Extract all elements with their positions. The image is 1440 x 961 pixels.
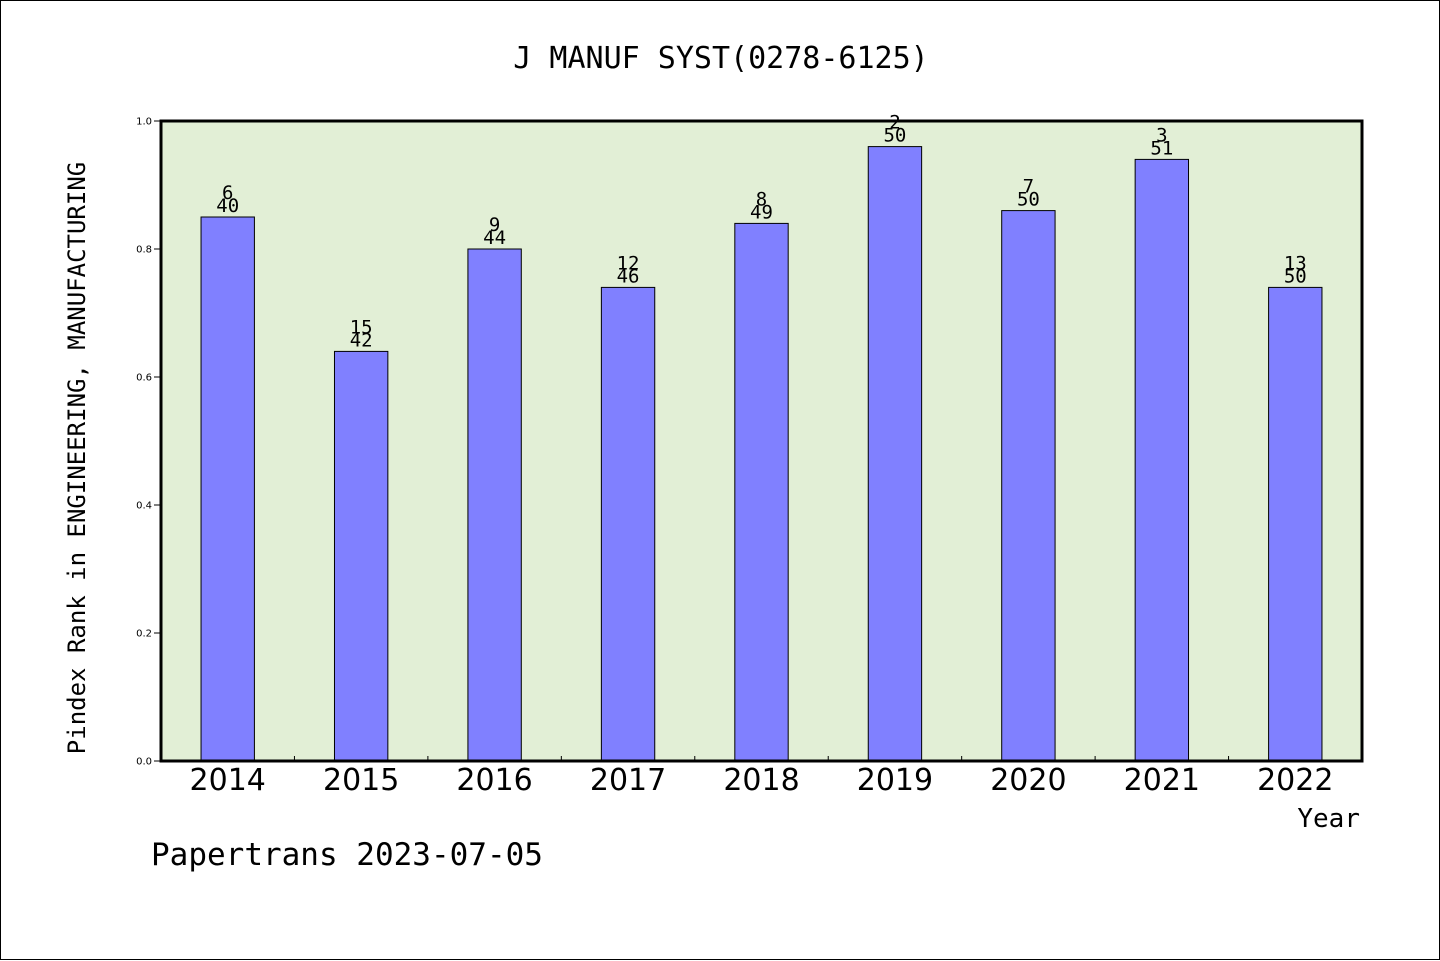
rank-label-2017: 12 xyxy=(617,252,640,274)
x-tick-label-2019: 2019 xyxy=(857,763,933,798)
y-tick-label: 0.4 xyxy=(136,501,152,512)
x-tick-label-2017: 2017 xyxy=(590,763,666,798)
plot-border xyxy=(159,119,1364,763)
chart-title: J MANUF SYST(0278-6125) xyxy=(513,41,928,76)
bar-2019 xyxy=(867,146,923,762)
bar-2021 xyxy=(1134,158,1190,762)
bar-2022 xyxy=(1268,286,1323,762)
x-tick-label-2015: 2015 xyxy=(323,763,399,798)
y-axis: 0.0 0.2 0.4 0.6 0.8 1.0 xyxy=(136,117,161,768)
y-tick-label: 0.2 xyxy=(136,629,152,640)
x-axis: 2014 2015 2016 2017 2018 2019 2020 2021 2022 xyxy=(190,756,1333,798)
x-tick-label-2020: 2020 xyxy=(990,763,1066,798)
y-tick-label: 1.0 xyxy=(136,117,152,128)
rank-label-2019: 2 xyxy=(889,112,900,134)
rank-label-2020: 7 xyxy=(1023,176,1034,198)
bar-2018 xyxy=(734,222,789,762)
total-label-2018: 49 xyxy=(750,201,773,223)
x-tick-label-2018: 2018 xyxy=(723,763,799,798)
rank-label-2014: 6 xyxy=(222,182,233,204)
x-tick-label-2016: 2016 xyxy=(456,763,532,798)
total-label-2021: 51 xyxy=(1150,137,1173,159)
total-label-2015: 42 xyxy=(350,329,373,351)
bar-2015 xyxy=(333,350,389,762)
total-label-2022: 50 xyxy=(1284,265,1307,287)
total-label-2019: 50 xyxy=(883,125,906,147)
bars-layer xyxy=(200,146,1323,762)
total-label-2017: 46 xyxy=(617,265,640,287)
rank-label-2022: 13 xyxy=(1284,252,1307,274)
x-tick-label-2021: 2021 xyxy=(1124,763,1200,798)
y-tick-label: 0.8 xyxy=(136,245,152,256)
rank-label-2021: 3 xyxy=(1156,124,1167,146)
bar-2016 xyxy=(467,248,522,762)
y-tick-label: 0.0 xyxy=(136,757,152,768)
x-tick-label-2014: 2014 xyxy=(190,763,266,798)
bar-2020 xyxy=(1001,210,1056,762)
total-label-2014: 40 xyxy=(216,195,239,217)
total-label-2016: 44 xyxy=(483,227,506,249)
y-tick-label: 0.6 xyxy=(136,373,152,384)
bar-2014 xyxy=(200,216,255,762)
bar-2017 xyxy=(600,286,656,762)
rank-label-2015: 15 xyxy=(350,316,373,338)
x-tick-label-2022: 2022 xyxy=(1257,763,1333,798)
total-label-2020: 50 xyxy=(1017,189,1040,211)
x-axis-label: Year xyxy=(1297,804,1360,834)
rank-label-2016: 9 xyxy=(489,214,500,236)
footer-credit: Papertrans 2023-07-05 xyxy=(151,837,543,873)
rank-label-2018: 8 xyxy=(756,188,767,210)
y-axis-label: Pindex Rank in ENGINEERING, MANUFACTURIN… xyxy=(63,162,91,754)
